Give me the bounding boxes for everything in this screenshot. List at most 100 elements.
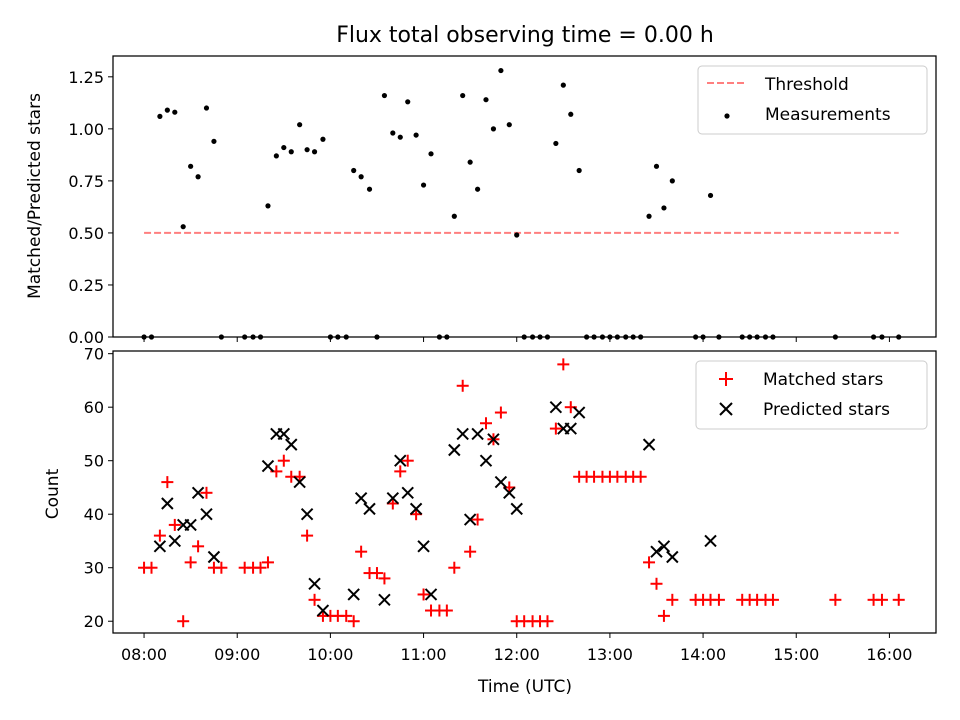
matched-star-point	[254, 561, 267, 574]
ratio-panel: Flux total observing time = 0.00 h Match…	[25, 23, 937, 347]
measurement-point	[483, 97, 489, 103]
bottom-x-tick-label: 12:00	[494, 645, 540, 664]
matched-star-point	[153, 529, 166, 542]
bottom-legend: Matched stars Predicted stars	[695, 360, 928, 430]
matched-star-point	[168, 518, 181, 531]
measurement-point	[661, 205, 667, 211]
matched-star-point	[666, 593, 679, 606]
predicted-legend-label: Predicted stars	[763, 400, 890, 420]
matched-star-point	[479, 417, 492, 430]
measurement-point	[351, 167, 357, 174]
bottom-x-tick-label: 08:00	[121, 645, 167, 664]
measurement-point	[297, 122, 303, 128]
measurement-point	[273, 153, 279, 159]
top-axes-frame	[112, 55, 937, 338]
predicted-star-point	[409, 502, 423, 516]
bottom-x-tick-label: 11:00	[401, 645, 447, 664]
count-panel: Count Time (UTC) 20 30 40 50 60 70 08:00 09:00…	[43, 345, 937, 697]
matched-star-point	[494, 406, 507, 419]
measurement-point	[460, 92, 466, 99]
measurement-point	[568, 111, 574, 117]
matched-star-point	[401, 454, 414, 467]
measurements-legend-swatch	[724, 113, 730, 119]
predicted-star-point	[153, 540, 167, 553]
top-y-tick-label: 0.25	[68, 276, 104, 295]
matched-star-point	[557, 358, 570, 371]
measurement-point	[428, 151, 434, 157]
bottom-x-axis-label: Time (UTC)	[477, 677, 572, 697]
predicted-star-point	[277, 427, 291, 441]
measurement-point	[381, 92, 388, 99]
bottom-x-tick-label: 13:00	[587, 645, 633, 664]
predicted-star-point	[184, 518, 197, 532]
measurement-point	[397, 134, 403, 140]
predicted-star-point	[308, 577, 321, 590]
matched-star-point	[440, 604, 453, 617]
measurement-point	[304, 147, 310, 153]
measurement-point	[164, 107, 170, 113]
measurement-point	[553, 140, 559, 147]
matched-star-point	[192, 540, 205, 553]
bottom-y-tick-label: 70	[84, 345, 104, 364]
bottom-x-tick-label: 14:00	[680, 645, 726, 664]
predicted-star-point	[657, 540, 671, 553]
matched-star-point	[301, 529, 314, 542]
bottom-y-tick-label: 50	[84, 452, 104, 471]
measurement-point	[320, 136, 326, 142]
top-y-ticks: 0.00 0.25 0.50 0.75 1.00 1.25	[68, 68, 113, 347]
matched-star-point	[829, 593, 842, 606]
predicted-star-point	[354, 491, 368, 505]
bottom-axes-frame	[112, 350, 937, 634]
predicted-star-point	[293, 475, 306, 489]
top-chart-title: Flux total observing time = 0.00 h	[336, 23, 714, 48]
predicted-stars-layer	[153, 400, 717, 617]
matched-star-point	[417, 588, 430, 601]
measurement-point	[405, 99, 411, 105]
measurement-point	[514, 232, 520, 238]
matched-star-point	[378, 572, 391, 585]
matched-legend-label: Matched stars	[763, 370, 883, 390]
matched-star-point	[200, 486, 213, 499]
measurement-point	[560, 82, 566, 88]
predicted-star-point	[401, 486, 414, 500]
predicted-star-point	[666, 550, 679, 564]
matched-star-point	[277, 454, 290, 467]
predicted-star-point	[572, 406, 586, 419]
matched-star-point	[892, 593, 905, 606]
measurement-point	[358, 174, 364, 180]
measurement-point	[157, 113, 163, 119]
top-y-tick-label: 0.00	[68, 328, 104, 347]
predicted-star-point	[347, 588, 360, 601]
matched-star-point	[355, 545, 368, 558]
top-y-axis-label: Matched/Predicted stars	[25, 93, 45, 299]
measurement-point	[467, 159, 473, 165]
matched-star-point	[308, 593, 321, 606]
predicted-star-point	[168, 534, 182, 548]
measurement-point	[188, 163, 194, 169]
measurement-point	[653, 163, 660, 169]
top-legend: Threshold Measurements	[697, 65, 928, 135]
matched-star-point	[347, 615, 360, 628]
predicted-star-point	[642, 438, 656, 451]
measurement-points-layer	[141, 67, 902, 340]
predicted-star-point	[386, 491, 400, 505]
matched-star-point	[340, 609, 353, 622]
matched-star-point	[464, 545, 477, 558]
predicted-star-point	[417, 540, 430, 553]
matched-star-point	[471, 513, 484, 526]
top-y-tick-label: 1.00	[68, 120, 104, 139]
matched-star-point	[161, 476, 174, 489]
measurement-point	[288, 149, 294, 155]
predicted-star-point	[378, 593, 391, 607]
measurement-point	[203, 105, 210, 111]
top-legend-box	[697, 65, 928, 135]
matched-legend-swatch	[719, 372, 733, 386]
measurement-point	[265, 203, 271, 209]
matched-star-point	[394, 465, 407, 478]
matched-star-point	[261, 556, 274, 569]
matched-star-point	[448, 561, 461, 574]
predicted-star-point	[564, 422, 577, 435]
predicted-star-point	[161, 497, 174, 510]
top-x-ticks	[143, 337, 890, 342]
